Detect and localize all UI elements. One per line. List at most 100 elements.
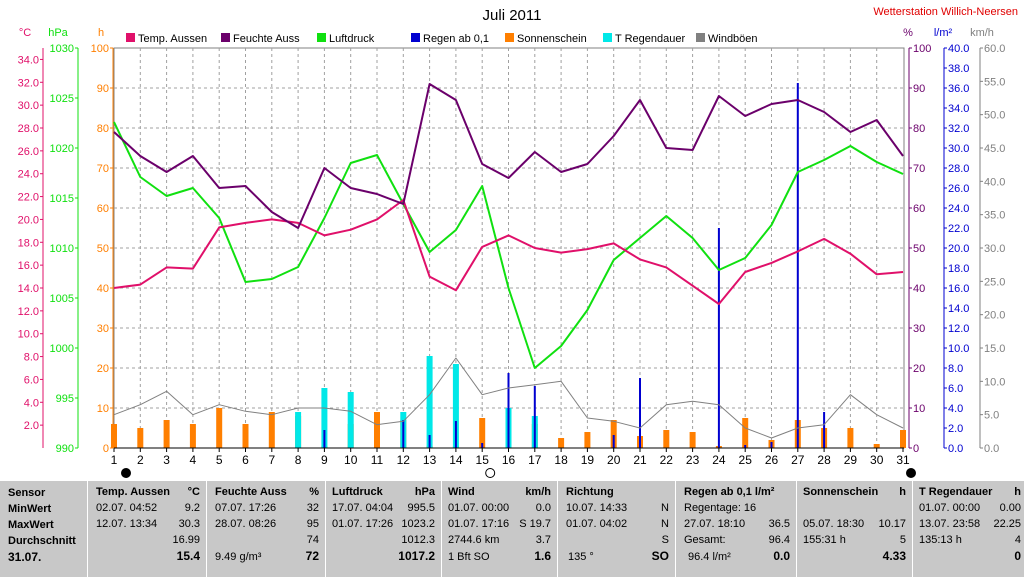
x-tick-label: 15 [476, 453, 490, 467]
x-tick-label: 3 [163, 453, 170, 467]
sunshine-bar [137, 428, 144, 448]
wind-unit: km/h [525, 486, 551, 498]
pressure-tick-label: 1015 [50, 193, 74, 205]
chart-lines [113, 83, 904, 439]
humidity-tick-label: 30 [913, 323, 925, 335]
rain-axis-unit: l/m² [934, 27, 953, 39]
wind-tick-label: 10.0 [984, 376, 1005, 388]
legend-label: Feuchte Auss [233, 33, 300, 45]
hours-tick-label: 40 [97, 283, 109, 295]
temp-min-val: 9.2 [184, 502, 200, 514]
temp-tick-label: 2.0 [24, 420, 39, 432]
hours-tick-label: 20 [97, 363, 109, 375]
x-tick-label: 16 [502, 453, 516, 467]
raintime-bar [347, 392, 354, 448]
x-tick-label: 24 [712, 453, 726, 467]
humidity-line [113, 83, 904, 229]
pressure-axis-unit: hPa [48, 27, 68, 39]
x-tick-label: 14 [449, 453, 463, 467]
raintime-max-date: 13.07. 23:58 [919, 518, 981, 530]
x-tick-label: 19 [581, 453, 595, 467]
rain-tick-label: 4.0 [948, 403, 963, 415]
temp-tick-label: 24.0 [18, 169, 39, 181]
raintime-sum: 135:13 h [919, 534, 962, 546]
wind-gust-line [113, 357, 904, 439]
x-tick-label: 23 [686, 453, 700, 467]
raintime-bar [452, 364, 459, 448]
raintime-column: T Regendauer h 01.07. 00:00 0.00 13.07. … [912, 481, 1024, 577]
direction-min-date: 10.07. 14:33 [566, 502, 628, 514]
temp-tick-label: 12.0 [18, 306, 39, 318]
x-tick-label: 8 [295, 453, 302, 467]
chart-bars [111, 83, 906, 448]
x-tick-label: 12 [397, 453, 411, 467]
pressure-tick-label: 1005 [50, 293, 74, 305]
x-tick-label: 21 [633, 453, 647, 467]
humidity-min-date: 07.07. 17:26 [215, 502, 277, 514]
rain-tick-label: 28.0 [948, 163, 969, 175]
sunshine-sum: 155:31 h [803, 534, 846, 546]
raintime-header: T Regendauer [919, 486, 993, 498]
humidity-tick-label: 60 [913, 203, 925, 215]
wind-tick-label: 50.0 [984, 110, 1005, 122]
legend-item: Temp. Aussen [126, 33, 207, 45]
raintime-current: 0 [1014, 549, 1021, 563]
humidity-axis-unit: % [903, 27, 913, 39]
x-tick-label: 7 [268, 453, 275, 467]
rain-tick-label: 32.0 [948, 123, 969, 135]
humidity-tick-label: 80 [913, 123, 925, 135]
legend-swatch [126, 33, 135, 42]
temp-min-date: 02.07. 04:52 [96, 502, 158, 514]
rain-tick-label: 38.0 [948, 63, 969, 75]
rain-header: Regen ab 0,1 l/m² [684, 486, 775, 498]
legend-swatch [505, 33, 514, 42]
x-tick-label: 30 [870, 453, 884, 467]
rain-tick-label: 26.0 [948, 183, 969, 195]
humidity-tick-label: 90 [913, 83, 925, 95]
temp-max-date: 12.07. 13:34 [96, 518, 158, 530]
rain-tick-label: 22.0 [948, 223, 969, 235]
legend-item: Luftdruck [317, 33, 375, 45]
legend-swatch [696, 33, 705, 42]
x-tick-label: 2 [137, 453, 144, 467]
pressure-column: Luftdruck hPa 17.07. 04:04 995.5 01.07. … [325, 481, 441, 577]
legend-swatch [603, 33, 612, 42]
x-tick-label: 28 [817, 453, 831, 467]
sunshine-bar [558, 438, 565, 448]
maxwert-label: MaxWert [8, 519, 54, 531]
rain-bar [639, 378, 641, 448]
legend-label: Sonnenschein [517, 33, 587, 45]
temp-tick-label: 18.0 [18, 237, 39, 249]
legend-item: Sonnenschein [505, 33, 587, 45]
rain-tick-label: 18.0 [948, 263, 969, 275]
legend-swatch [411, 33, 420, 42]
wind-tick-label: 60.0 [984, 43, 1005, 55]
humidity-absolute: 9.49 g/m³ [215, 551, 262, 563]
sunshine-bar [610, 420, 617, 448]
x-tick-label: 1 [111, 453, 118, 467]
rain-tick-label: 16.0 [948, 283, 969, 295]
humidity-tick-label: 50 [913, 243, 925, 255]
legend-item: Feuchte Auss [221, 33, 300, 45]
raintime-bar [295, 412, 302, 448]
pressure-current: 1017.2 [398, 549, 435, 563]
station-name: Wetterstation Willich-Neersen [873, 6, 1018, 18]
sunshine-bar [663, 430, 670, 448]
x-tick-label: 29 [844, 453, 858, 467]
wind-axis: km/h 0.0 5.0 10.0 15.0 20.0 25.0 30.0 35.0 40.0 45… [970, 27, 1005, 455]
pressure-tick-label: 1020 [50, 143, 74, 155]
durchschnitt-label: Durchschnitt [8, 535, 76, 547]
x-tick-label: 20 [607, 453, 621, 467]
direction-header: Richtung [566, 486, 614, 498]
sunshine-bar [873, 444, 880, 448]
pressure-tick-label: 990 [56, 443, 74, 455]
hours-axis-unit: h [98, 27, 104, 39]
humidity-max-date: 28.07. 08:26 [215, 518, 277, 530]
temp-column: Temp. Aussen °C 02.07. 04:52 9.2 12.07. … [87, 481, 206, 577]
raintime-unit: h [1014, 486, 1021, 498]
wind-beaufort: 1 Bft SO [448, 551, 490, 563]
legend-label: Windböen [708, 33, 758, 45]
wind-tick-label: 15.0 [984, 343, 1005, 355]
rain-tick-label: 34.0 [948, 103, 969, 115]
raintime-min-date: 01.07. 00:00 [919, 502, 981, 514]
